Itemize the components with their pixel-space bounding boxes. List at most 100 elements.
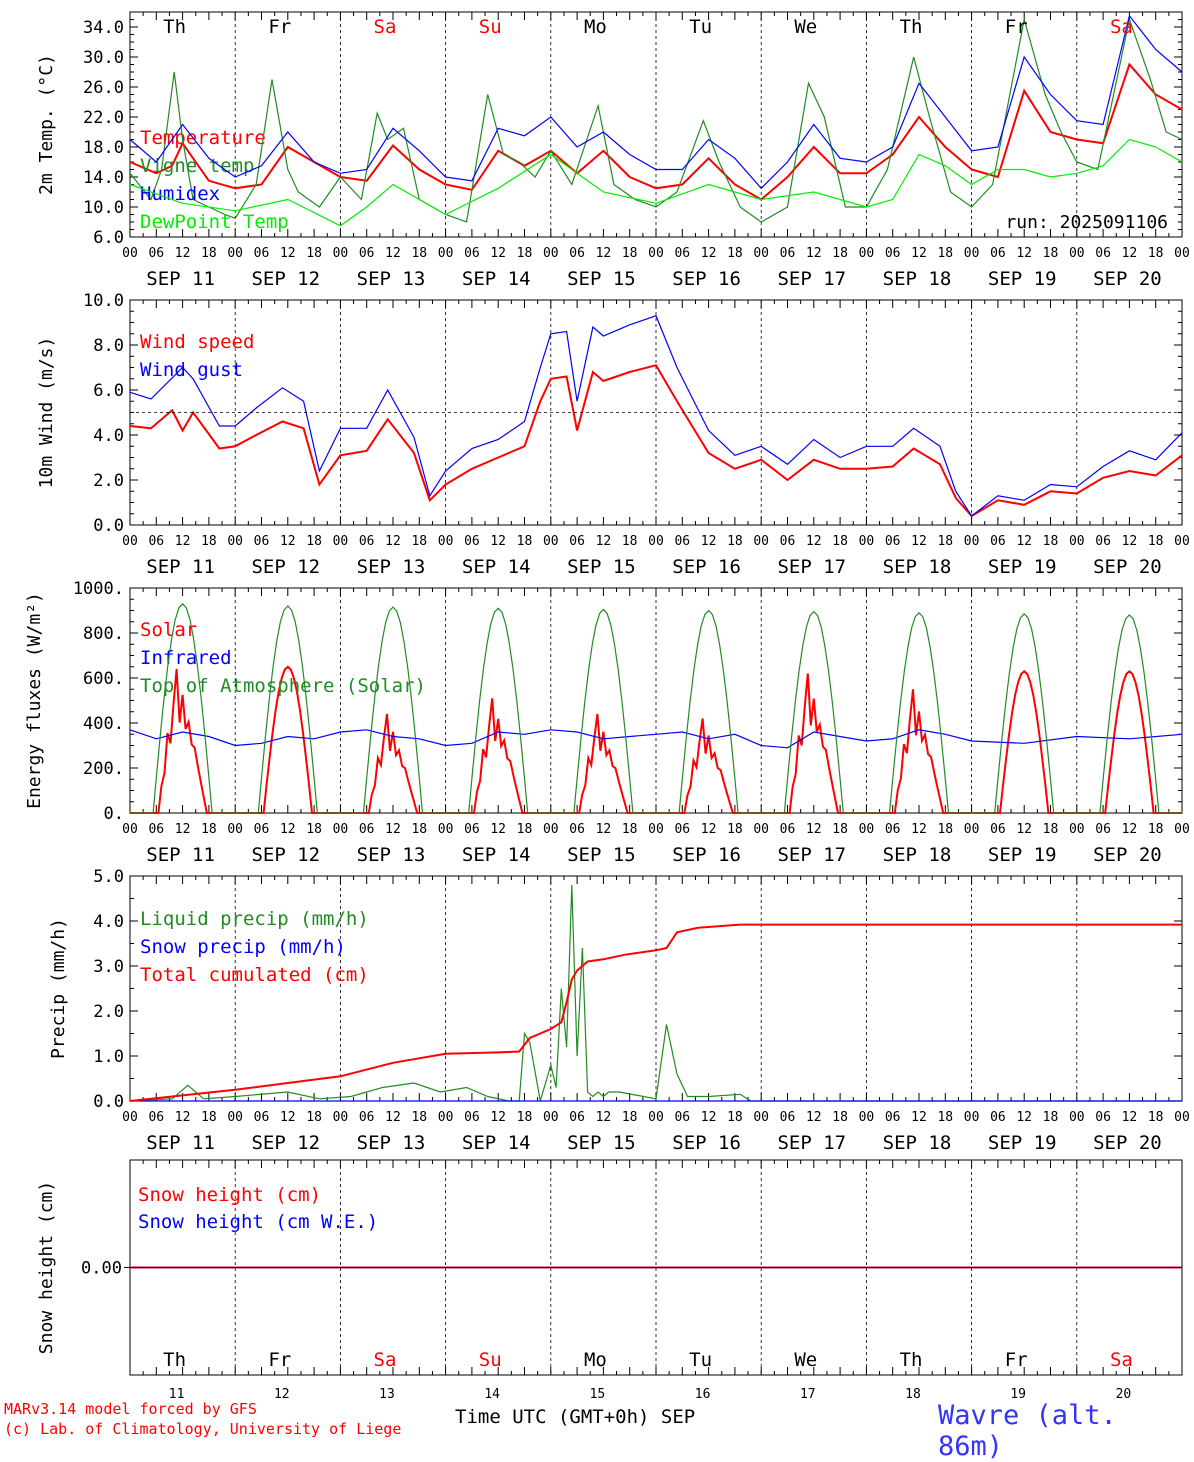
hour-tick-label: 00 (753, 246, 769, 261)
hour-tick-label: 18 (622, 534, 638, 549)
panel-frame-3 (129, 587, 1183, 814)
station-name: Wavre (alt. 86m) (938, 1400, 1117, 1462)
hour-tick-label: 06 (569, 822, 585, 837)
day-name-bottom: Fr (1005, 1349, 1028, 1371)
date-label: SEP 17 (777, 1132, 846, 1154)
day-name-top: Mo (584, 16, 607, 38)
date-label: SEP 16 (672, 268, 741, 290)
hour-tick-label: 18 (937, 1110, 953, 1125)
hour-tick-label: 00 (438, 1110, 454, 1125)
hour-tick-label: 18 (1043, 534, 1059, 549)
date-label: SEP 19 (988, 556, 1057, 578)
date-label: SEP 14 (462, 1132, 531, 1154)
hour-tick-label: 00 (964, 534, 980, 549)
date-label: SEP 11 (146, 844, 215, 866)
day-number-bottom: 18 (905, 1387, 921, 1402)
hour-tick-label: 06 (148, 1110, 164, 1125)
day-number-bottom: 12 (274, 1387, 290, 1402)
hour-tick-label: 00 (543, 822, 559, 837)
hour-tick-label: 12 (175, 1110, 191, 1125)
hour-tick-label: 06 (359, 822, 375, 837)
hour-tick-label: 00 (333, 822, 349, 837)
legend-entry: Total cumulated (cm) (140, 964, 369, 986)
date-label: SEP 12 (251, 1132, 320, 1154)
hour-tick-label: 00 (1174, 1110, 1190, 1125)
hour-tick-label: 00 (227, 246, 243, 261)
day-name-top: Sa (374, 16, 397, 38)
hour-tick-label: 00 (753, 534, 769, 549)
hour-tick-label: 18 (306, 822, 322, 837)
legend-entry: Temperature (140, 127, 266, 149)
hour-tick-label: 00 (438, 246, 454, 261)
y-axis-label: 2m Temp. (°C) (36, 54, 57, 195)
hour-tick-label: 06 (990, 822, 1006, 837)
y-tick-label: 6.0 (93, 228, 124, 248)
hour-tick-label: 12 (280, 1110, 296, 1125)
hour-tick-label: 12 (806, 1110, 822, 1125)
x-axis-label: Time UTC (GMT+0h) SEP (455, 1406, 696, 1428)
hour-tick-label: 12 (911, 822, 927, 837)
hour-tick-label: 18 (1043, 246, 1059, 261)
day-number-bottom: 14 (484, 1387, 500, 1402)
hour-tick-label: 00 (1174, 822, 1190, 837)
hour-tick-label: 00 (964, 246, 980, 261)
hour-tick-label: 18 (517, 246, 533, 261)
hour-tick-label: 06 (569, 246, 585, 261)
day-name-bottom: Fr (268, 1349, 291, 1371)
day-number-bottom: 11 (169, 1387, 185, 1402)
hour-tick-label: 18 (306, 246, 322, 261)
hour-tick-label: 00 (1069, 246, 1085, 261)
hour-tick-label: 18 (727, 1110, 743, 1125)
hour-tick-label: 06 (990, 1110, 1006, 1125)
hour-tick-label: 00 (543, 534, 559, 549)
legend-entry: Liquid precip (mm/h) (140, 908, 369, 930)
y-tick-label: 4.0 (93, 426, 124, 446)
hour-tick-label: 06 (359, 1110, 375, 1125)
hour-tick-label: 00 (1069, 822, 1085, 837)
day-name-top: Su (479, 16, 502, 38)
y-tick-label: 200. (83, 759, 124, 779)
hour-tick-label: 12 (1016, 534, 1032, 549)
y-axis-label: Precip (mm/h) (48, 918, 69, 1059)
hour-tick-label: 18 (937, 822, 953, 837)
run-label: run: 2025091106 (1005, 212, 1168, 233)
day-name-bottom: We (794, 1349, 817, 1371)
y-tick-label: 600. (83, 669, 124, 689)
legend-entry: Wind gust (140, 359, 243, 381)
hour-tick-label: 06 (674, 246, 690, 261)
hour-tick-label: 00 (122, 246, 138, 261)
day-name-bottom: Tu (689, 1349, 712, 1371)
y-tick-label: 22.0 (83, 108, 124, 128)
hour-tick-label: 00 (333, 534, 349, 549)
hour-tick-label: 12 (385, 1110, 401, 1125)
date-label: SEP 13 (357, 1132, 426, 1154)
date-label: SEP 20 (1093, 556, 1162, 578)
hour-tick-label: 06 (569, 534, 585, 549)
hour-tick-label: 00 (648, 822, 664, 837)
hour-tick-label: 12 (490, 822, 506, 837)
hour-tick-label: 06 (464, 246, 480, 261)
legend-entry: Top of Atmosphere (Solar) (140, 675, 426, 697)
hour-tick-label: 00 (964, 1110, 980, 1125)
hour-tick-label: 12 (596, 246, 612, 261)
legend-entry: Solar (140, 619, 197, 641)
hour-tick-label: 12 (1122, 534, 1138, 549)
hour-tick-label: 06 (148, 822, 164, 837)
y-axis-label: Energy fluxes (W/m²) (24, 592, 45, 809)
hour-tick-label: 00 (438, 822, 454, 837)
date-label: SEP 19 (988, 844, 1057, 866)
hour-tick-label: 18 (1043, 822, 1059, 837)
hour-tick-label: 18 (517, 1110, 533, 1125)
hour-tick-label: 18 (201, 822, 217, 837)
hour-tick-label: 06 (148, 534, 164, 549)
hour-tick-label: 06 (885, 534, 901, 549)
y-tick-label: 0.0 (93, 516, 124, 536)
day-number-bottom: 16 (695, 1387, 711, 1402)
hour-tick-label: 06 (780, 1110, 796, 1125)
hour-tick-label: 00 (753, 1110, 769, 1125)
hour-tick-label: 12 (701, 534, 717, 549)
hour-tick-label: 18 (306, 534, 322, 549)
hour-tick-label: 00 (227, 822, 243, 837)
hour-tick-label: 12 (490, 1110, 506, 1125)
